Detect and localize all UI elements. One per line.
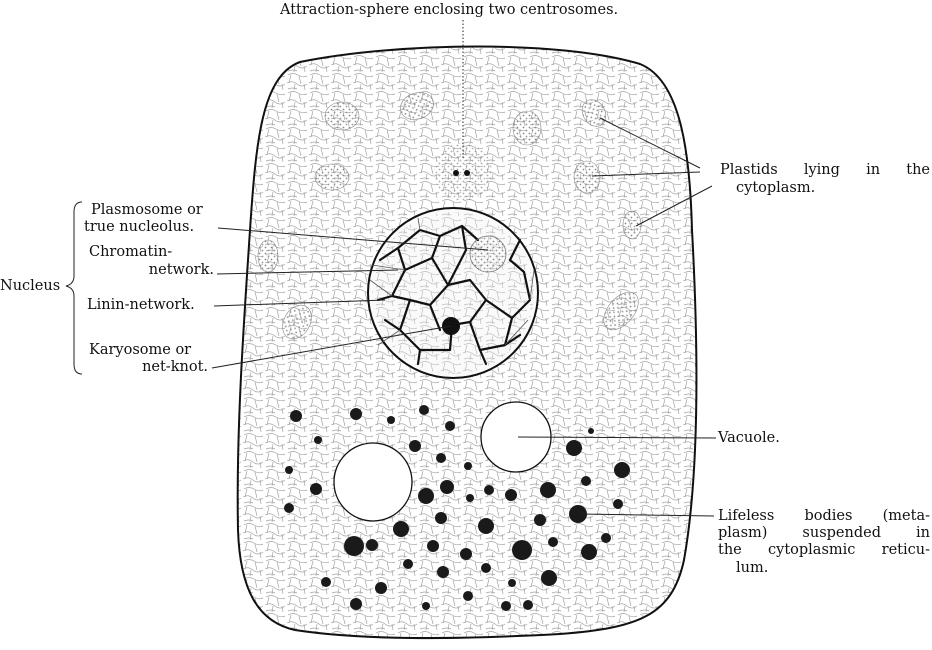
lifeless-label-line2: plasm) suspended in [718, 525, 930, 541]
plastids [257, 92, 642, 340]
metaplasm-granule [419, 405, 429, 415]
metaplasm-granule [508, 579, 516, 587]
metaplasm-granule [290, 410, 302, 422]
vacuole-leader [517, 436, 717, 439]
leader-lines [65, 20, 717, 517]
plastid-leader [599, 117, 701, 169]
metaplasm-granule [435, 512, 447, 524]
metaplasm-granule [463, 591, 473, 601]
attraction-sphere-label: Attraction-sphere enclosing two centroso… [280, 2, 619, 18]
karyosome-label-line1: Karyosome or [89, 342, 192, 358]
metaplasm-granule [569, 505, 587, 523]
metaplasm-granule [409, 440, 421, 452]
plasmosome-leader [217, 227, 489, 251]
metaplasm-granule [422, 602, 430, 610]
metaplasm-granule [501, 601, 511, 611]
metaplasm-granule [427, 540, 439, 552]
metaplasm-granule [466, 494, 474, 502]
metaplasm-granule [581, 476, 591, 486]
nucleus-label: Nucleus [0, 278, 61, 294]
metaplasm-granule [445, 421, 455, 431]
plastid-leader [591, 171, 701, 177]
metaplasm-granule [284, 503, 294, 513]
metaplasm-granule [613, 499, 623, 509]
plastid-leader [635, 185, 713, 227]
plastid [603, 291, 639, 331]
metaplasm-granule [350, 408, 362, 420]
metaplasm-granule [541, 570, 557, 586]
plastid [282, 304, 312, 340]
metaplasm-granule [285, 466, 293, 474]
plasmosome [469, 235, 507, 273]
metaplasm-granule [464, 462, 472, 470]
plastid [314, 163, 350, 191]
metaplasm-granule [321, 577, 331, 587]
metaplasm-granule [403, 559, 413, 569]
vacuole [333, 442, 413, 522]
metaplasm-granule [436, 453, 446, 463]
metaplasm-granule [350, 598, 362, 610]
metaplasm-granule [310, 483, 322, 495]
metaplasm-granule [534, 514, 546, 526]
plastid [622, 210, 642, 240]
lifeless-bodies [284, 405, 630, 611]
karyosome-leader [211, 325, 452, 369]
plastid [400, 92, 434, 120]
lifeless-label-line1: Lifeless bodies (meta- [718, 508, 930, 524]
plastid [257, 239, 279, 273]
metaplasm-granule [393, 521, 409, 537]
metaplasm-granule [344, 536, 364, 556]
plastid [581, 99, 607, 127]
nucleus-brace [65, 201, 83, 375]
centrosome [464, 170, 470, 176]
vacuole-label: Vacuole. [718, 430, 780, 446]
metaplasm-granule [548, 537, 558, 547]
plastid [573, 160, 601, 194]
metaplasm-granule [375, 582, 387, 594]
metaplasm-granule [512, 540, 532, 560]
centrosome [453, 170, 459, 176]
metaplasm-granule [437, 566, 449, 578]
metaplasm-granule [366, 539, 378, 551]
chromatin-leader [216, 269, 399, 275]
metaplasm-granule [440, 480, 454, 494]
metaplasm-granule [505, 489, 517, 501]
plasmosome-label-line1: Plasmosome or [91, 202, 203, 218]
metaplasm-granule [460, 548, 472, 560]
karyosome-label-line2: net-knot. [142, 359, 208, 375]
linin-network [369, 217, 535, 346]
metaplasm-granule [601, 533, 611, 543]
metaplasm-granule [523, 600, 533, 610]
attraction-sphere [434, 143, 492, 201]
metaplasm-granule [484, 485, 494, 495]
metaplasm-granule [481, 563, 491, 573]
metaplasm-granule [478, 518, 494, 534]
metaplasm-granule [387, 416, 395, 424]
metaplasm-granule [566, 440, 582, 456]
chromatin-label-line2: network. [148, 262, 214, 278]
plasmosome-label-line2: true nucleolus. [84, 219, 195, 235]
metaplasm-granule [540, 482, 556, 498]
lifeless-leader [579, 513, 715, 517]
metaplasm-granule [614, 462, 630, 478]
plastid [512, 110, 542, 146]
vacuoles [333, 401, 552, 522]
plastid [324, 101, 360, 131]
metaplasm-granule [418, 488, 434, 504]
plastids-label-line1: Plastids lying in the [720, 162, 930, 178]
linin-leader [213, 299, 386, 307]
linin-label: Linin-network. [87, 297, 195, 313]
chromatin-label-line1: Chromatin- [89, 244, 173, 260]
nucleus [367, 207, 539, 379]
plastids-label-line2: cytoplasm. [736, 180, 816, 196]
metaplasm-granule [314, 436, 322, 444]
metaplasm-granule [581, 544, 597, 560]
metaplasm-granule [588, 428, 594, 434]
lifeless-label-line3: the cytoplasmic reticu- [718, 542, 930, 558]
lifeless-label-line4: lum. [736, 560, 769, 576]
